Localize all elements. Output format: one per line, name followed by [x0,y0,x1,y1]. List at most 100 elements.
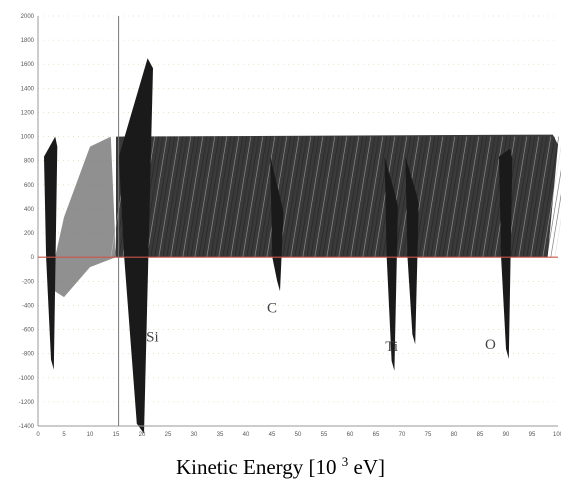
surface-hatch [370,136,392,258]
peak-labels: Si C Ti O [146,301,496,356]
surface-hatch [306,136,328,258]
surface-hatch [366,136,388,258]
surface-hatch [510,136,532,258]
surface-hatch [434,136,456,258]
surface-hatch [522,136,544,258]
surface-hatch [422,136,444,258]
spectrum-peak [44,136,58,370]
surface-hatch [514,136,536,258]
surface-hatch [538,136,560,258]
spectrum-peak [405,156,419,345]
surface-hatch [318,136,340,258]
y-tick-label: -400 [22,303,35,309]
surface-hatch [190,136,212,258]
surface-hatch [242,136,264,258]
surface-hatch [470,136,492,258]
x-tick-label: 60 [347,432,354,438]
y-tick-label: 200 [24,231,35,237]
x-tick-label: 25 [165,432,172,438]
surface-hatch [310,136,332,258]
x-tick-labels: 0 5 10 15 20 25 30 35 40 45 50 55 60 65 70 75 80 85 90 95 10… [36,432,561,438]
surface-hatch [394,136,416,258]
surface-hatch [330,136,352,258]
surface-hatch [442,136,464,258]
x-tick-label: 35 [217,432,224,438]
surface-hatch [186,136,208,258]
surface-hatch [162,136,184,258]
surface-hatch [154,136,176,258]
surface-hatch [346,136,368,258]
peak-label: Ti [385,339,398,355]
surface-hatch [234,136,256,258]
surface-hatch [466,136,488,258]
y-tick-labels: 2000180016001400120010008006004002000-20… [19,14,35,430]
surface-hatch [222,136,244,258]
x-tick-label: 100 [553,432,561,438]
y-tick-label: -1200 [19,400,35,406]
surface-hatch [202,136,224,258]
x-tick-label: 90 [503,432,510,438]
y-tick-label: 1800 [21,38,35,44]
surface-hatch [258,136,280,258]
surface-hatch [198,136,220,258]
surface-hatch [166,136,188,258]
axes [37,16,558,427]
y-tick-label: -1000 [19,376,35,382]
x-tick-label: 10 [87,432,94,438]
x-axis-label-exponent: 3 [341,454,349,469]
surface-hatch [174,136,196,258]
surface-hatch [158,136,180,258]
surface-hatch [474,136,496,258]
x-tick-label: 30 [191,432,198,438]
peak-label: O [485,337,496,353]
y-tick-label: 2000 [21,14,35,20]
surface-hatch [542,145,561,258]
surface-hatch [426,136,448,258]
surface-hatch [478,136,500,258]
y-tick-label: 600 [24,183,35,189]
surface-hatch [226,136,248,258]
surface-hatch [302,136,324,258]
surface-hatch [414,136,436,258]
surface-hatch [170,136,192,258]
surface-hatch [358,136,380,258]
surface-hatch [194,136,216,258]
peak-label: Si [146,330,159,346]
x-tick-label: 0 [36,432,40,438]
x-tick-label: 80 [451,432,458,438]
surface-hatch [450,136,472,258]
surface-hatch [230,136,252,258]
y-tick-label: -600 [22,328,35,334]
y-tick-label: 800 [24,159,35,165]
surface-hatch [246,136,268,258]
y-tick-label: 1400 [21,86,35,92]
surface-hatch [362,136,384,258]
surface-hatch [458,136,480,258]
surface-hatch [254,136,276,258]
spectrum-surface [44,58,561,434]
surface-hatch [418,136,440,258]
surface-hatch [526,136,548,258]
surface-hatch [554,217,561,258]
surface-hatch [294,136,316,258]
surface-hatch [350,136,372,258]
spectrum-peak [118,58,153,434]
surface-hatch [342,136,364,258]
surface-hatch [534,136,556,258]
x-axis-label-unit: eV] [348,455,386,479]
surface-hatch [290,136,312,258]
x-tick-label: 45 [269,432,276,438]
surface-hatch [214,136,236,258]
surface-hatch [338,136,360,258]
surface-hatch [334,136,356,258]
x-tick-label: 65 [373,432,380,438]
surface-hatch [374,136,396,258]
surface-hatch [354,136,376,258]
surface-hatch [210,136,232,258]
surface-hatch [462,136,484,258]
x-axis-label-main: Kinetic Energy [10 [175,455,342,479]
surface-hatch [178,136,200,258]
surface-hatch [286,136,308,258]
surface-hatch [454,136,476,258]
